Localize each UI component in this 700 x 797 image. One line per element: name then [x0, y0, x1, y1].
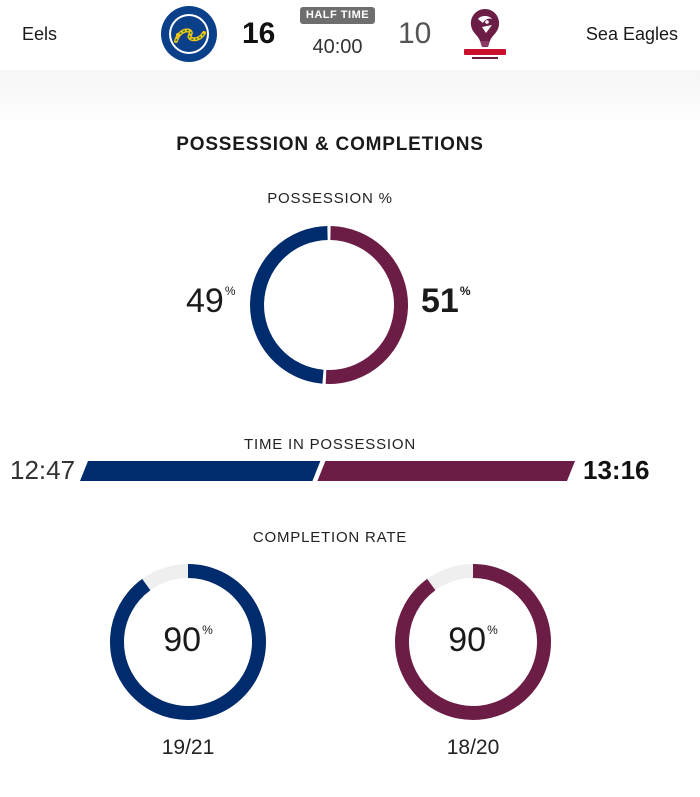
- percent-unit: %: [224, 284, 236, 298]
- away-completion-number: 90: [448, 621, 487, 659]
- home-score: 16: [242, 17, 276, 50]
- away-completion-count: 18/20: [446, 736, 500, 759]
- time-in-possession-bar: [80, 461, 575, 481]
- away-possession-number: 51: [421, 282, 459, 320]
- away-possession-value: 51%: [421, 282, 471, 321]
- possession-donut-chart: [250, 226, 409, 384]
- home-completion-number: 90: [163, 621, 202, 659]
- home-completion-count: 19/21: [161, 736, 215, 759]
- home-possession-value: 49%: [186, 282, 236, 321]
- manly-sea-eagles-logo-icon: [464, 9, 506, 59]
- home-team-name[interactable]: Eels: [22, 24, 58, 44]
- parramatta-eels-logo-icon: [161, 6, 217, 62]
- percent-unit: %: [459, 284, 471, 298]
- home-time-in-possession: 12:47: [10, 455, 76, 485]
- home-completion-arc: [110, 564, 266, 720]
- away-completion-percent: 90%: [393, 621, 553, 660]
- match-clock: 40:00: [312, 36, 363, 58]
- home-completion-percent: 90%: [108, 621, 268, 660]
- completion-rate-label: COMPLETION RATE: [252, 529, 408, 546]
- home-completion-donut: [110, 564, 266, 720]
- home-possession-bar: [80, 461, 321, 481]
- away-possession-bar: [317, 461, 575, 481]
- time-in-possession-label: TIME IN POSSESSION: [244, 436, 416, 453]
- percent-unit: %: [202, 623, 213, 637]
- header-divider: [0, 70, 700, 130]
- away-completion-arc: [395, 564, 551, 720]
- away-time-in-possession: 13:16: [583, 455, 650, 485]
- possession-away-arc: [325, 226, 409, 384]
- away-score: 10: [398, 17, 432, 50]
- period-badge: HALF TIME: [300, 7, 375, 24]
- percent-unit: %: [487, 623, 498, 637]
- section-title: POSSESSION & COMPLETIONS: [176, 134, 484, 155]
- possession-label: POSSESSION %: [267, 190, 393, 207]
- home-possession-number: 49: [186, 282, 224, 320]
- away-team-name[interactable]: Sea Eagles: [585, 24, 678, 44]
- possession-home-arc: [250, 226, 328, 384]
- away-completion-donut: [395, 564, 551, 720]
